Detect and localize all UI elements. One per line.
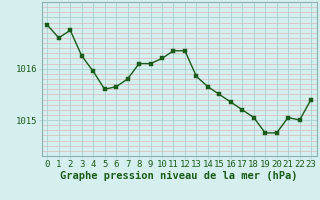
X-axis label: Graphe pression niveau de la mer (hPa): Graphe pression niveau de la mer (hPa) <box>60 171 298 181</box>
